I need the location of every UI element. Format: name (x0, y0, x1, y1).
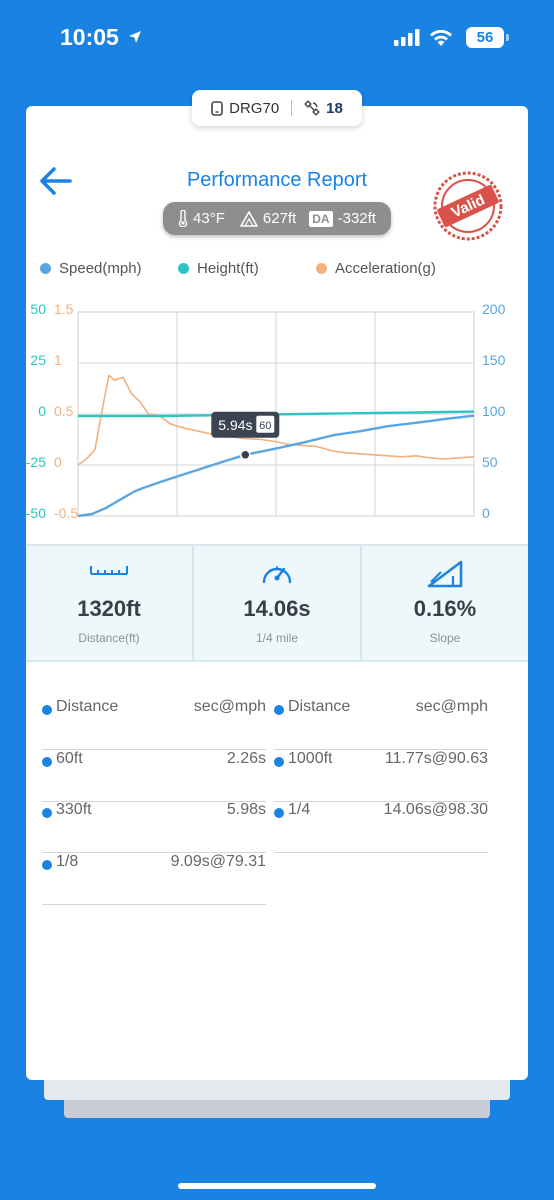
split-value: 11.77s@90.63 (384, 750, 488, 767)
split-value: 5.98s (226, 801, 266, 818)
tick-label-height: -25 (26, 454, 46, 470)
tick-label-speed: 0 (482, 505, 490, 521)
ruler-icon (90, 566, 128, 575)
bullet-dot (42, 808, 52, 818)
performance-chart[interactable]: 50 25 0 -25 -50 1.5 1 0.5 0 -0.5 200 150 100 50 0 5.94… (26, 290, 528, 530)
stat-distance: 1320ft Distance(ft) (26, 546, 192, 660)
back-arrow-icon[interactable] (38, 166, 72, 196)
split-label: 1/4 (288, 801, 311, 818)
thermometer-icon (178, 210, 188, 227)
status-bar: 10:05 56 (0, 0, 554, 76)
split-row-330ft: 330ft 5.98s (42, 801, 266, 853)
chart-legend: Speed(mph) Height(ft) Acceleration(g) (40, 260, 520, 282)
split-value: 2.26s (226, 750, 266, 767)
tick-label-speed: 200 (482, 301, 506, 317)
legend-dot-height (178, 263, 189, 274)
splits-header-label: Distance (288, 698, 351, 715)
stat-distance-label: Distance(ft) (78, 631, 140, 645)
density-altitude-value: -332ft (337, 210, 376, 227)
conditions-pill: 43°F 627ft DA -332ft (163, 202, 391, 235)
bullet-dot (42, 705, 52, 715)
split-row-quarter: 1/4 14.06s@98.30 (274, 801, 488, 853)
marker-time: 5.94s (218, 417, 252, 433)
chart-ticks: 50 25 0 -25 -50 1.5 1 0.5 0 -0.5 200 150 100 50 0 (26, 301, 506, 521)
marker-point (240, 449, 251, 461)
split-label: 60ft (56, 750, 83, 767)
legend-dot-acceleration (316, 263, 327, 274)
legend-acceleration[interactable]: Acceleration(g) (316, 260, 436, 277)
bullet-dot (42, 757, 52, 767)
split-label: 1000ft (288, 750, 333, 767)
legend-dot-speed (40, 263, 51, 274)
elevation-icon (240, 210, 258, 227)
legend-height[interactable]: Height(ft) (178, 260, 259, 277)
tick-label-height: 50 (30, 301, 46, 317)
bullet-dot (274, 757, 284, 767)
splits-header-right: Distance sec@mph (274, 698, 488, 750)
chart-marker[interactable]: 5.94s 60 (211, 411, 280, 461)
page-title: Performance Report (186, 169, 368, 191)
splits-header-value: sec@mph (415, 698, 488, 715)
tick-label-acceleration: -0.5 (54, 505, 78, 521)
stat-quarter-mile: 14.06s 1/4 mile (192, 546, 360, 660)
bullet-dot (274, 808, 284, 818)
split-row-60ft: 60ft 2.26s (42, 750, 266, 802)
cellular-signal-icon (394, 29, 420, 46)
split-value: 9.09s@79.31 (170, 853, 266, 870)
battery-level: 56 (476, 29, 494, 46)
status-time: 10:05 (60, 24, 119, 50)
tick-label-speed: 100 (482, 403, 506, 419)
split-row-1000ft: 1000ft 11.77s@90.63 (274, 750, 488, 802)
tick-label-acceleration: 0 (54, 454, 62, 470)
stats-panel: 1320ft Distance(ft) 14.06s 1/4 mile 0.16… (26, 544, 528, 662)
slope-icon (427, 560, 463, 588)
split-row-eighth: 1/8 9.09s@79.31 (42, 853, 266, 905)
device-icon (211, 100, 223, 116)
wifi-icon (430, 29, 452, 46)
tick-label-speed: 150 (482, 352, 506, 368)
location-arrow-icon (129, 31, 141, 43)
battery-nub (506, 34, 509, 41)
satellite-icon (304, 100, 320, 116)
series-line-acceleration (77, 374, 475, 466)
tick-label-acceleration: 1 (54, 352, 62, 368)
split-value: 14.06s@98.30 (383, 801, 488, 818)
device-name: DRG70 (229, 99, 280, 117)
stat-slope: 0.16% Slope (360, 546, 528, 660)
stat-quarter-mile-value: 14.06s (243, 596, 311, 621)
valid-stamp-icon: Valid (433, 171, 503, 241)
home-indicator[interactable] (178, 1183, 376, 1189)
da-label: DA (309, 210, 333, 227)
bullet-dot (42, 860, 52, 870)
speedometer-icon (262, 566, 292, 584)
stat-slope-label: Slope (429, 631, 461, 645)
tick-label-height: -50 (26, 505, 46, 521)
pill-divider (291, 100, 293, 116)
tick-label-height: 0 (38, 403, 46, 419)
elevation-value: 627ft (262, 210, 297, 227)
marker-speed-box (256, 415, 275, 433)
legend-speed[interactable]: Speed(mph) (40, 260, 142, 277)
bullet-dot (274, 705, 284, 715)
satellite-count: 18 (326, 99, 343, 117)
splits-header-label: Distance (56, 698, 119, 715)
marker-speed: 60 (259, 420, 271, 432)
splits-header-value: sec@mph (193, 698, 266, 715)
tick-label-speed: 50 (482, 454, 498, 470)
split-label: 1/8 (56, 853, 79, 870)
legend-label-acceleration: Acceleration(g) (335, 260, 436, 277)
temperature-value: 43°F (193, 210, 225, 227)
tick-label-acceleration: 0.5 (54, 403, 74, 419)
stat-quarter-mile-label: 1/4 mile (255, 631, 299, 645)
splits-header-left: Distance sec@mph (42, 698, 266, 750)
stat-slope-value: 0.16% (413, 596, 477, 621)
legend-label-height: Height(ft) (197, 260, 259, 277)
device-pill[interactable]: DRG70 18 (192, 90, 362, 126)
stat-distance-value: 1320ft (77, 596, 141, 621)
split-label: 330ft (56, 801, 92, 818)
legend-label-speed: Speed(mph) (59, 260, 142, 277)
tick-label-acceleration: 1.5 (54, 301, 74, 317)
tick-label-height: 25 (30, 352, 46, 368)
battery-icon: 56 (466, 27, 504, 48)
